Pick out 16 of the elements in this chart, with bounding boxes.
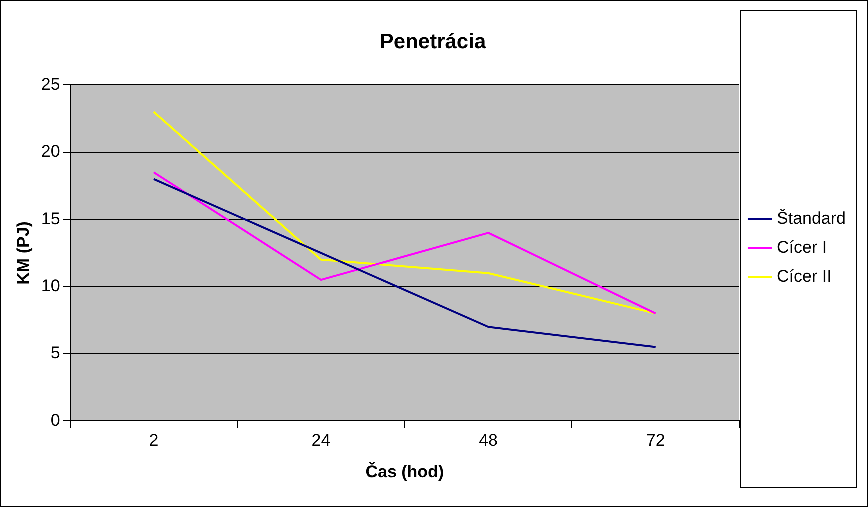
y-tick-label: 0 bbox=[50, 410, 60, 430]
legend-label: Cícer II bbox=[777, 267, 832, 286]
legend-label: Cícer I bbox=[777, 238, 828, 258]
legend-label: Štandard bbox=[777, 209, 846, 228]
x-tick-label: 48 bbox=[479, 431, 498, 450]
y-tick-label: 10 bbox=[41, 276, 60, 296]
x-tick-label: 2 bbox=[149, 431, 159, 450]
x-axis-title: Čas (hod) bbox=[366, 461, 444, 482]
chart-title: Penetrácia bbox=[380, 30, 486, 54]
y-tick-label: 15 bbox=[41, 209, 60, 228]
x-tick-label: 24 bbox=[312, 431, 331, 450]
y-axis-title: KM (PJ) bbox=[14, 222, 33, 285]
y-tick-label: 20 bbox=[41, 142, 60, 162]
y-tick-label: 5 bbox=[50, 344, 60, 363]
x-tick-label: 72 bbox=[646, 431, 666, 450]
y-tick-label: 25 bbox=[41, 74, 60, 94]
